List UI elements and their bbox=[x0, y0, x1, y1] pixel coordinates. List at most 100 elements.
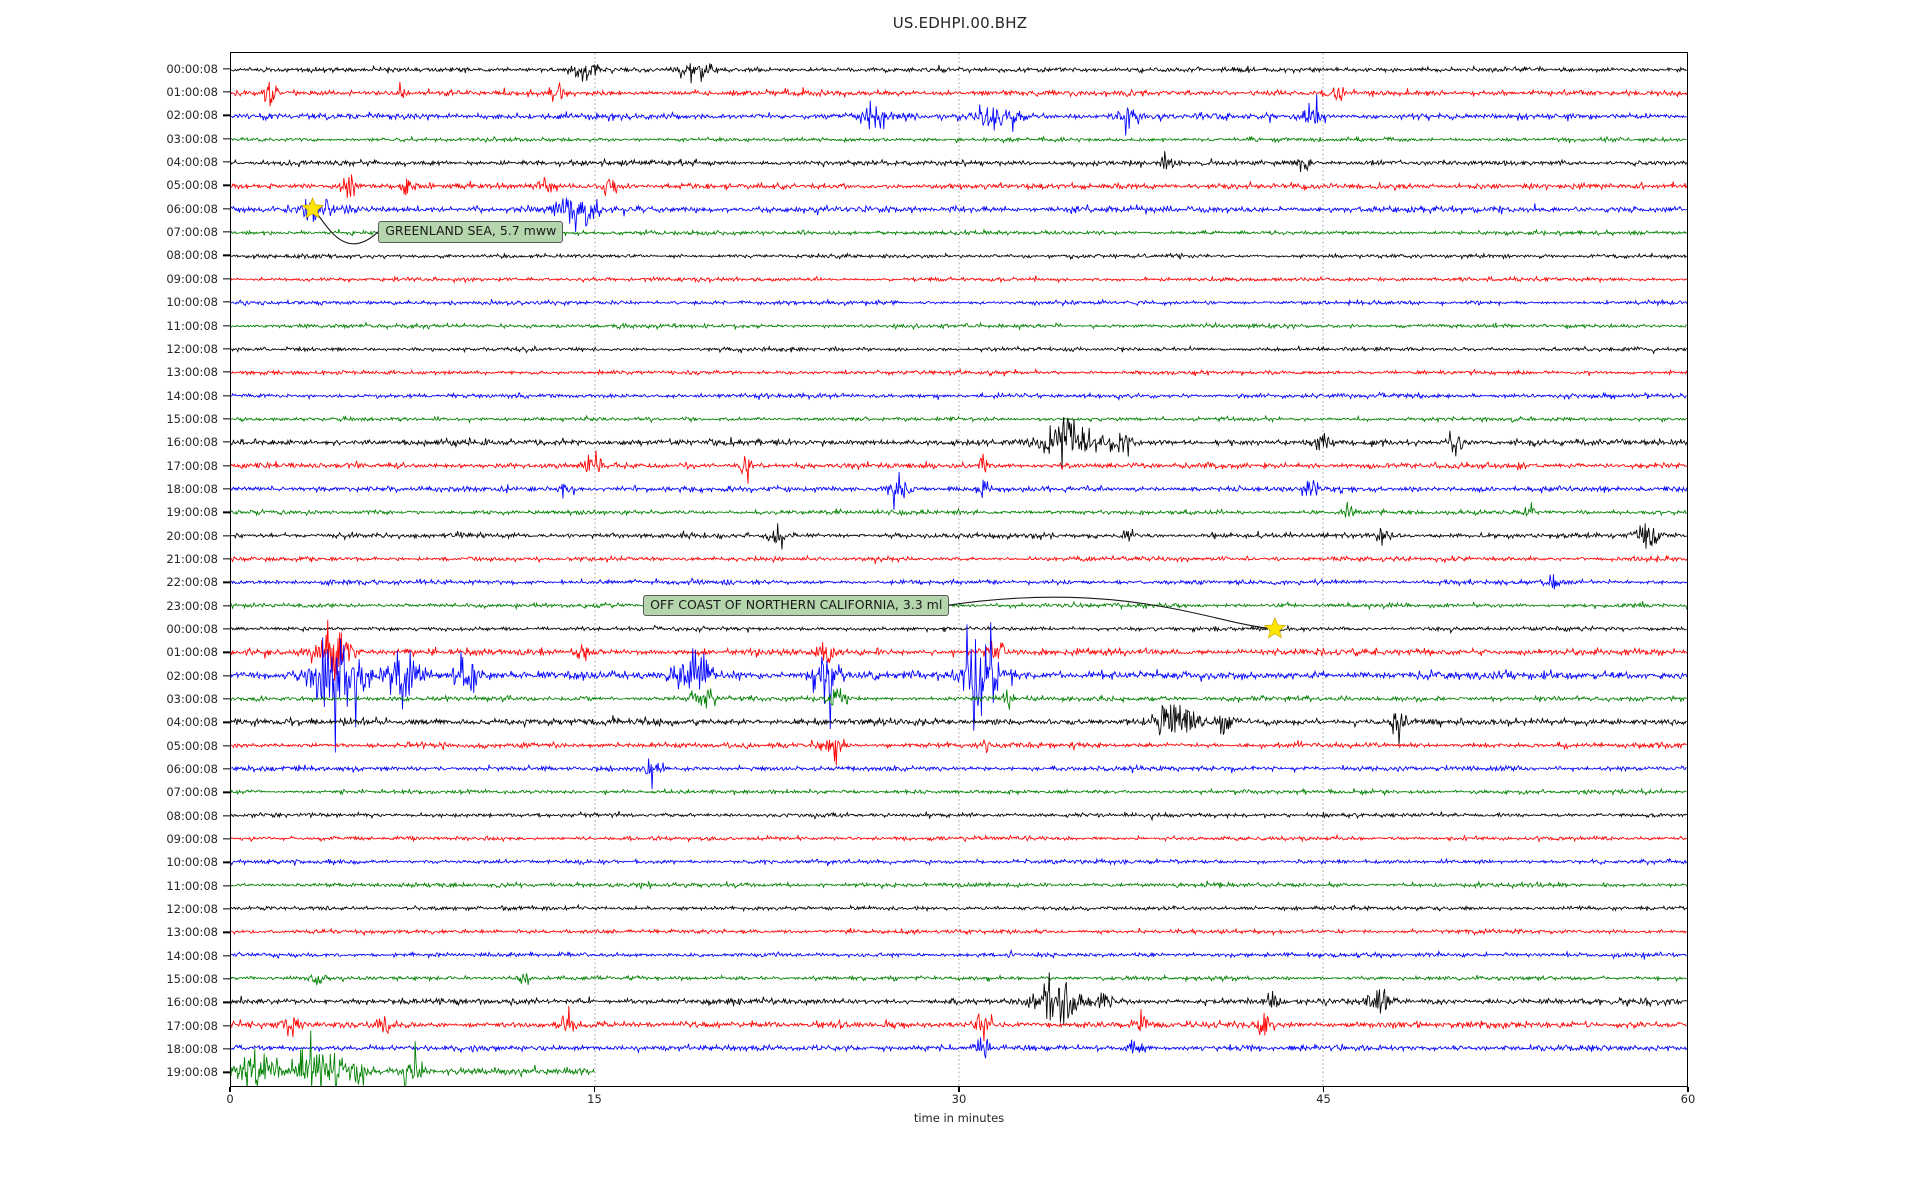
x-axis-label: time in minutes bbox=[913, 1111, 1005, 1125]
y-axis-tick-label: 18:00:08 bbox=[166, 481, 218, 496]
x-axis-tick-label: 15 bbox=[587, 1092, 602, 1106]
y-axis-tick-mark bbox=[223, 348, 230, 350]
y-axis-tick-label: 14:00:08 bbox=[166, 948, 218, 963]
y-axis-tick-mark bbox=[223, 698, 230, 700]
y-axis-tick-label: 16:00:08 bbox=[166, 995, 218, 1010]
y-axis-tick-label: 07:00:08 bbox=[166, 785, 218, 800]
y-axis-tick-mark bbox=[223, 978, 230, 980]
y-axis-tick-mark bbox=[223, 908, 230, 910]
x-axis-tick-label: 0 bbox=[226, 1092, 234, 1106]
y-axis-tick-mark bbox=[223, 674, 230, 677]
y-axis-tick-label: 18:00:08 bbox=[166, 1041, 218, 1056]
y-axis-tick-mark bbox=[223, 884, 230, 887]
y-axis-tick-mark bbox=[223, 138, 230, 140]
y-axis-tick-label: 06:00:08 bbox=[166, 201, 218, 216]
y-axis-tick-label: 22:00:08 bbox=[166, 575, 218, 590]
y-axis-tick-mark bbox=[223, 814, 230, 817]
y-axis-tick-mark bbox=[223, 721, 230, 723]
plot-axes bbox=[230, 52, 1688, 1087]
y-axis-tick-mark bbox=[223, 301, 230, 303]
y-axis-tick-label: 00:00:08 bbox=[166, 61, 218, 76]
y-axis-tick-label: 03:00:08 bbox=[166, 131, 218, 146]
y-axis-tick-label: 15:00:08 bbox=[166, 411, 218, 426]
y-axis-tick-label: 19:00:08 bbox=[166, 1065, 218, 1080]
y-axis-tick-mark bbox=[223, 628, 230, 630]
y-axis-tick-label: 21:00:08 bbox=[166, 551, 218, 566]
y-axis-tick-mark bbox=[223, 161, 230, 163]
page-title: US.EDHPI.00.BHZ bbox=[892, 14, 1028, 32]
x-axis-tick-label: 30 bbox=[951, 1092, 967, 1106]
y-axis-tick-mark bbox=[223, 861, 230, 863]
seismogram-canvas bbox=[231, 53, 1687, 1086]
y-axis-tick-label: 02:00:08 bbox=[166, 668, 218, 683]
y-axis-tick-label: 15:00:08 bbox=[166, 971, 218, 986]
y-axis-tick-label: 11:00:08 bbox=[166, 878, 218, 893]
y-axis-tick-label: 02:00:08 bbox=[166, 108, 218, 123]
y-axis-tick-mark bbox=[223, 931, 230, 933]
x-axis-tick-mark bbox=[229, 1087, 231, 1092]
y-axis-tick-mark bbox=[223, 511, 230, 513]
y-axis-tick-mark bbox=[223, 651, 230, 653]
y-axis-tick-label: 12:00:08 bbox=[166, 341, 218, 356]
y-axis-tick-label: 08:00:08 bbox=[166, 248, 218, 263]
y-axis-tick-mark bbox=[223, 184, 230, 187]
y-axis-tick-mark bbox=[223, 488, 230, 490]
y-axis-tick-label: 01:00:08 bbox=[166, 645, 218, 660]
y-axis-tick-mark bbox=[223, 91, 230, 93]
y-axis-tick-mark bbox=[223, 954, 230, 957]
y-axis-tick-mark bbox=[223, 418, 230, 420]
y-axis-tick-label: 13:00:08 bbox=[166, 925, 218, 940]
x-axis-tick-mark bbox=[958, 1087, 960, 1092]
x-axis-tick-label: 60 bbox=[1680, 1092, 1696, 1106]
y-axis-tick-label: 13:00:08 bbox=[166, 365, 218, 380]
y-axis-tick-mark bbox=[223, 1024, 230, 1027]
y-axis-tick-label: 08:00:08 bbox=[166, 808, 218, 823]
y-axis-tick-mark bbox=[223, 441, 230, 443]
y-axis-tick-mark bbox=[223, 68, 230, 70]
y-axis-tick-label: 16:00:08 bbox=[166, 435, 218, 450]
y-axis-tick-label: 04:00:08 bbox=[166, 155, 218, 170]
y-axis-tick-label: 05:00:08 bbox=[166, 178, 218, 193]
y-axis-tick-label: 03:00:08 bbox=[166, 691, 218, 706]
y-axis-tick-mark bbox=[223, 464, 230, 467]
y-axis-tick-label: 17:00:08 bbox=[166, 1018, 218, 1033]
x-axis-tick-mark bbox=[1687, 1087, 1689, 1092]
x-axis-tick-label: 45 bbox=[1316, 1092, 1331, 1106]
y-axis-tick-mark bbox=[223, 1048, 230, 1050]
y-axis-tick-label: 01:00:08 bbox=[166, 85, 218, 100]
y-axis-tick-mark bbox=[223, 1001, 230, 1003]
y-axis-tick-label: 11:00:08 bbox=[166, 318, 218, 333]
y-axis-tick-label: 06:00:08 bbox=[166, 761, 218, 776]
y-axis-tick-mark bbox=[223, 371, 230, 373]
y-axis-tick-label: 17:00:08 bbox=[166, 458, 218, 473]
y-axis-tick-label: 10:00:08 bbox=[166, 855, 218, 870]
y-axis-tick-mark bbox=[223, 254, 230, 257]
x-axis-tick-mark bbox=[593, 1087, 596, 1092]
y-axis-tick-label: 19:00:08 bbox=[166, 505, 218, 520]
y-axis-tick-mark bbox=[223, 604, 230, 607]
y-axis-tick-label: 12:00:08 bbox=[166, 901, 218, 916]
y-axis-tick-label: 00:00:08 bbox=[166, 621, 218, 636]
y-axis-tick-mark bbox=[223, 324, 230, 327]
y-axis-tick-label: 05:00:08 bbox=[166, 738, 218, 753]
y-axis-tick-mark bbox=[223, 744, 230, 747]
y-axis-tick-label: 07:00:08 bbox=[166, 225, 218, 240]
y-axis-tick-mark bbox=[223, 114, 230, 117]
y-axis-tick-mark bbox=[223, 791, 230, 793]
y-axis-tick-mark bbox=[223, 838, 230, 840]
y-axis-tick-label: 09:00:08 bbox=[166, 831, 218, 846]
y-axis-tick-mark bbox=[223, 1071, 230, 1073]
y-axis-tick-label: 23:00:08 bbox=[166, 598, 218, 613]
y-axis-tick-mark bbox=[223, 558, 230, 560]
y-axis-tick-label: 09:00:08 bbox=[166, 271, 218, 286]
y-axis-tick-label: 04:00:08 bbox=[166, 715, 218, 730]
y-axis-tick-mark bbox=[223, 278, 230, 280]
y-axis-tick-mark bbox=[223, 581, 230, 583]
x-axis-tick-mark bbox=[1322, 1087, 1325, 1092]
y-axis-tick-mark bbox=[223, 208, 230, 210]
y-axis-tick-mark bbox=[223, 534, 230, 537]
y-axis-tick-mark bbox=[223, 231, 230, 233]
y-axis-tick-label: 14:00:08 bbox=[166, 388, 218, 403]
y-axis-tick-label: 20:00:08 bbox=[166, 528, 218, 543]
